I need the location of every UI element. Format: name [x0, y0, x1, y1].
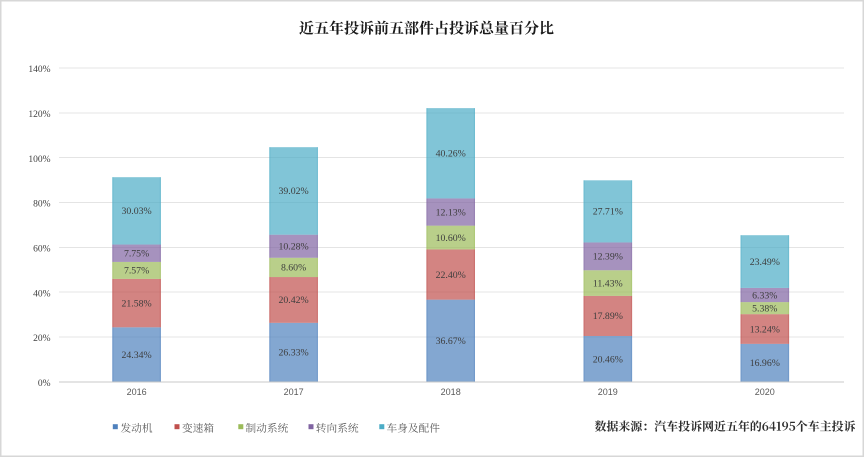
svg-text:40%: 40% [33, 289, 51, 299]
svg-text:24.34%: 24.34% [121, 350, 151, 361]
svg-text:20.46%: 20.46% [593, 354, 623, 365]
svg-text:39.02%: 39.02% [278, 186, 308, 197]
svg-text:16.96%: 16.96% [750, 358, 780, 369]
svg-text:23.49%: 23.49% [750, 257, 780, 268]
svg-text:7.75%: 7.75% [124, 249, 149, 260]
svg-text:2019: 2019 [598, 387, 618, 397]
svg-text:13.24%: 13.24% [750, 324, 780, 335]
svg-text:20.42%: 20.42% [278, 295, 308, 306]
svg-text:21.58%: 21.58% [121, 298, 151, 309]
svg-text:60%: 60% [33, 245, 51, 255]
svg-text:26.33%: 26.33% [278, 348, 308, 359]
svg-text:27.71%: 27.71% [593, 207, 623, 218]
svg-text:20%: 20% [33, 334, 51, 344]
svg-text:5.38%: 5.38% [752, 303, 777, 314]
svg-text:8.60%: 8.60% [281, 263, 306, 274]
svg-text:12.39%: 12.39% [593, 252, 623, 263]
svg-text:2017: 2017 [284, 387, 304, 397]
svg-text:40.26%: 40.26% [436, 149, 466, 160]
svg-text:11.43%: 11.43% [593, 278, 623, 289]
svg-text:2018: 2018 [441, 387, 461, 397]
svg-text:0%: 0% [38, 379, 51, 389]
svg-text:10.28%: 10.28% [278, 242, 308, 253]
svg-text:2016: 2016 [127, 387, 147, 397]
svg-text:80%: 80% [33, 200, 51, 210]
svg-text:6.33%: 6.33% [752, 290, 777, 301]
svg-text:22.40%: 22.40% [436, 270, 466, 281]
svg-text:36.67%: 36.67% [436, 336, 466, 347]
svg-text:100%: 100% [28, 155, 50, 165]
svg-text:7.57%: 7.57% [124, 266, 149, 277]
svg-text:12.13%: 12.13% [436, 207, 466, 218]
svg-text:17.89%: 17.89% [593, 311, 623, 322]
svg-text:10.60%: 10.60% [436, 233, 466, 244]
svg-text:120%: 120% [28, 110, 50, 120]
svg-text:140%: 140% [28, 65, 50, 75]
svg-text:2020: 2020 [755, 387, 775, 397]
svg-text:30.03%: 30.03% [121, 206, 151, 217]
